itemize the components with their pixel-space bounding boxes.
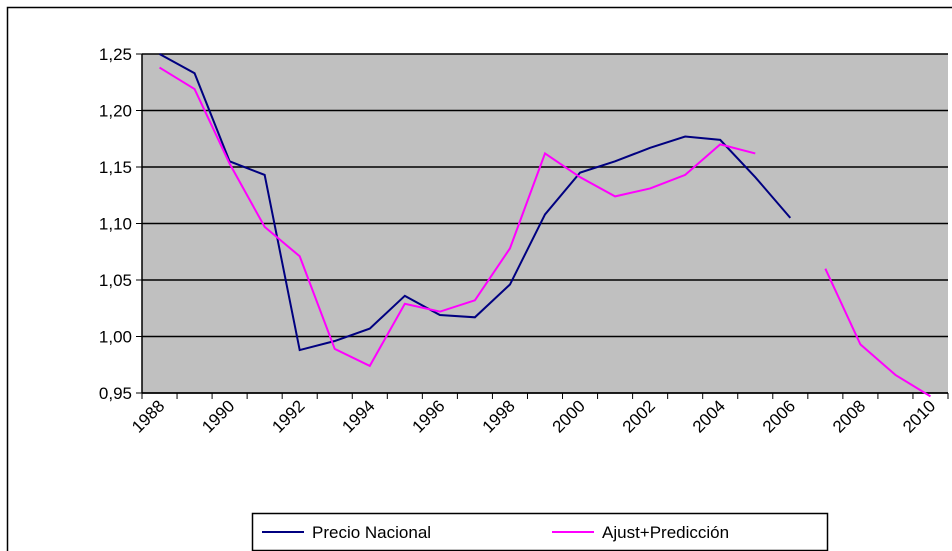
y-tick-label: 1,15 xyxy=(99,158,132,177)
y-tick-label: 1,10 xyxy=(99,215,132,234)
legend-label: Precio Nacional xyxy=(312,523,431,542)
y-tick-label: 1,05 xyxy=(99,271,132,290)
legend-label: Ajust+Predicción xyxy=(602,523,729,542)
line-series xyxy=(158,66,932,398)
y-tick-label: 1,25 xyxy=(99,45,132,64)
y-tick-label: 0,95 xyxy=(99,384,132,403)
y-tick-label: 1,00 xyxy=(99,328,132,347)
line-series xyxy=(159,53,792,352)
y-tick-label: 1,20 xyxy=(99,102,132,121)
legend-box xyxy=(251,512,829,551)
